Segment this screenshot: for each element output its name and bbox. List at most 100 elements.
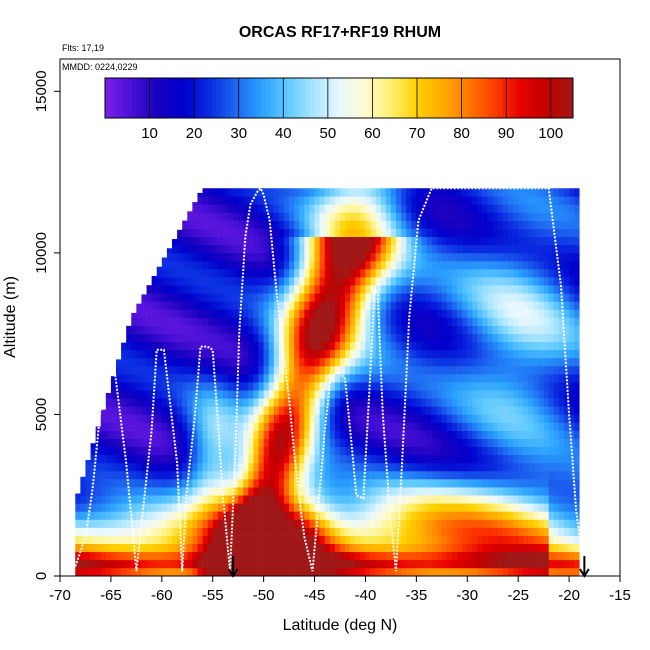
heatmap-cell: [548, 430, 555, 439]
colorbar-swatch: [528, 78, 534, 118]
heatmap-cell: [543, 252, 550, 262]
heatmap-cell: [233, 269, 239, 278]
heatmap-cell: [319, 495, 326, 504]
colorbar-swatch: [390, 78, 396, 118]
heatmap-cell: [406, 470, 412, 480]
heatmap-cell: [375, 479, 382, 488]
heatmap-cell: [141, 422, 147, 431]
heatmap-cell: [426, 341, 432, 351]
heatmap-cell: [309, 527, 315, 536]
heatmap-cell: [166, 252, 173, 262]
heatmap-cell: [543, 269, 550, 278]
heatmap-cell: [477, 438, 483, 448]
heatmap-cell: [222, 398, 229, 407]
heatmap-cell: [518, 285, 524, 294]
heatmap-cell: [243, 374, 249, 383]
heatmap-cell: [121, 374, 127, 383]
heatmap-cell: [487, 293, 494, 302]
heatmap-cell: [192, 398, 198, 407]
heatmap-cell: [278, 260, 285, 270]
heatmap-cell: [309, 349, 315, 359]
heatmap-cell: [151, 365, 158, 375]
heatmap-cell: [431, 196, 438, 205]
heatmap-cell: [406, 365, 412, 375]
heatmap-cell: [110, 376, 117, 383]
heatmap-cell: [487, 252, 494, 262]
heatmap-cell: [340, 252, 346, 262]
heatmap-cell: [268, 382, 275, 391]
heatmap-cell: [116, 422, 122, 431]
heatmap-cell: [202, 470, 208, 480]
heatmap-cell: [360, 204, 366, 213]
heatmap-cell: [492, 333, 499, 343]
heatmap-cell: [360, 349, 366, 359]
heatmap-cell: [528, 228, 534, 238]
heatmap-cell: [538, 519, 544, 528]
heatmap-cell: [553, 260, 560, 270]
heatmap-cell: [467, 301, 473, 310]
heatmap-cell: [380, 228, 387, 238]
heatmap-cell: [401, 301, 407, 310]
heatmap-cell: [243, 341, 249, 351]
heatmap-cell: [192, 269, 198, 278]
heatmap-cell: [533, 365, 539, 375]
heatmap-cell: [365, 527, 371, 536]
heatmap-cell: [477, 414, 483, 423]
heatmap-cell: [324, 260, 331, 270]
heatmap-cell: [421, 430, 427, 439]
heatmap-cell: [380, 188, 387, 197]
colorbar-swatch: [234, 78, 240, 118]
heatmap-cell: [248, 188, 254, 197]
heatmap-cell: [558, 559, 565, 569]
heatmap-cell: [502, 479, 509, 488]
heatmap-cell: [548, 414, 555, 423]
heatmap-cell: [548, 204, 555, 213]
heatmap-cell: [401, 390, 407, 399]
heatmap-cell: [172, 260, 178, 270]
heatmap-cell: [233, 398, 239, 407]
heatmap-cell: [365, 269, 371, 278]
heatmap-cell: [411, 495, 417, 504]
heatmap-cell: [309, 333, 315, 343]
colorbar-swatch: [238, 78, 244, 118]
heatmap-cell: [467, 236, 473, 246]
heatmap-cell: [222, 430, 229, 439]
heatmap-cell: [375, 236, 382, 246]
heatmap-cell: [161, 527, 168, 536]
heatmap-cell: [273, 511, 280, 520]
heatmap-cell: [217, 277, 224, 286]
heatmap-cell: [385, 446, 392, 456]
heatmap-cell: [482, 236, 488, 246]
heatmap-cell: [334, 365, 341, 375]
heatmap-cell: [304, 204, 310, 213]
heatmap-cell: [477, 430, 483, 439]
heatmap-cell: [533, 260, 539, 270]
heatmap-cell: [324, 551, 331, 561]
heatmap-cell: [345, 487, 351, 496]
heatmap-cell: [528, 188, 534, 197]
heatmap-cell: [329, 285, 336, 294]
x-tick-label: -20: [558, 587, 580, 604]
heatmap-cell: [202, 357, 208, 367]
heatmap-cell: [253, 357, 259, 367]
heatmap-cell: [553, 454, 560, 464]
heatmap-cell: [217, 349, 224, 359]
heatmap-cell: [304, 551, 310, 561]
heatmap-cell: [482, 479, 488, 488]
heatmap-cell: [436, 309, 443, 318]
heatmap-cell: [457, 438, 463, 448]
heatmap-cell: [452, 551, 458, 561]
heatmap-cell: [141, 527, 147, 536]
heatmap-cell: [375, 349, 382, 359]
heatmap-cell: [548, 503, 555, 512]
heatmap-cell: [161, 257, 168, 262]
heatmap-cell: [253, 414, 259, 423]
heatmap-cell: [401, 567, 407, 576]
heatmap-cell: [172, 277, 178, 286]
heatmap-cell: [482, 309, 488, 318]
heatmap-cell: [166, 301, 173, 310]
heatmap-cell: [502, 551, 509, 561]
heatmap-cell: [141, 406, 147, 415]
heatmap-cell: [309, 495, 315, 504]
heatmap-cell: [467, 414, 473, 423]
